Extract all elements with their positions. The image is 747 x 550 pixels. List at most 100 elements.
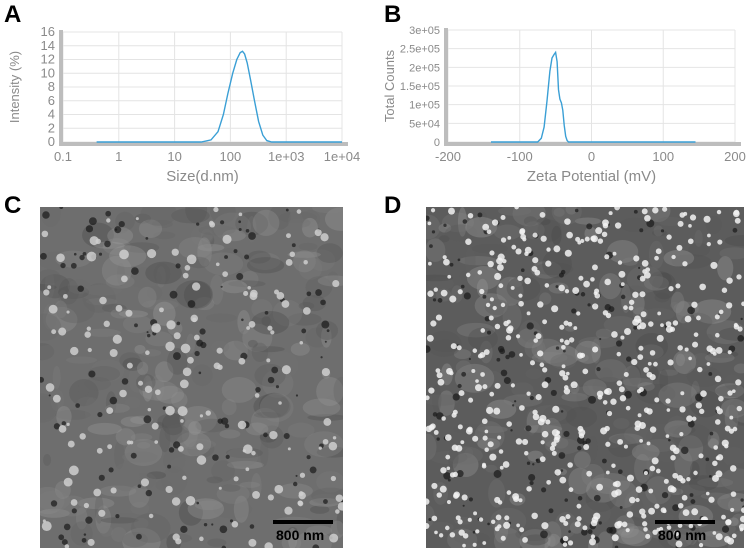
tem-particle — [458, 390, 465, 397]
tem-dark-speck — [529, 395, 535, 401]
tem-particle — [159, 307, 164, 313]
tem-particle — [151, 323, 161, 333]
tem-texture — [724, 373, 740, 390]
tem-particle — [461, 494, 468, 501]
tem-texture — [178, 236, 212, 260]
tem-particle — [278, 401, 282, 405]
tem-particle — [652, 207, 659, 214]
size-x-tick-label: 1 — [115, 149, 122, 164]
tem-texture — [155, 361, 174, 383]
tem-particle — [45, 383, 55, 392]
tem-texture — [686, 366, 722, 387]
tem-texture — [100, 517, 139, 524]
tem-dark-speck — [461, 371, 467, 377]
tem-texture — [622, 365, 641, 391]
tem-texture — [161, 466, 188, 495]
tem-texture — [486, 399, 517, 419]
size-x-tick-label: 100 — [220, 149, 242, 164]
tem-texture — [667, 415, 687, 437]
tem-dark-speck — [58, 534, 65, 541]
tem-particle — [332, 436, 337, 440]
tem-texture — [55, 495, 89, 517]
tem-texture — [122, 314, 153, 334]
tem-texture — [574, 217, 602, 225]
tem-particle — [689, 214, 697, 221]
tem-particle — [707, 233, 711, 238]
tem-dark-speck — [624, 390, 632, 399]
tem-dark-speck — [588, 395, 597, 404]
tem-particle — [641, 259, 649, 267]
tem-dark-speck — [452, 393, 460, 401]
tem-particle — [640, 311, 647, 318]
tem-dark-speck — [326, 329, 330, 333]
tem-particle — [639, 322, 647, 330]
tem-dark-speck — [203, 522, 208, 527]
tem-texture — [336, 510, 343, 535]
tem-particle — [66, 422, 70, 427]
tem-texture — [321, 393, 343, 418]
tem-particle — [628, 305, 634, 311]
tem-texture — [288, 209, 304, 236]
tem-particle — [576, 311, 581, 316]
tem-texture — [225, 447, 259, 467]
tem-particle — [714, 419, 721, 425]
tem-particle — [457, 289, 463, 295]
tem-dark-speck — [200, 341, 207, 349]
zeta-y-axis-label: Total Counts — [382, 49, 397, 122]
tem-particle — [559, 338, 564, 343]
tem-dark-speck — [323, 499, 328, 504]
tem-particle — [620, 335, 625, 340]
tem-particle — [519, 405, 525, 411]
tem-texture — [485, 464, 498, 473]
tem-texture — [180, 283, 193, 300]
tem-dark-speck — [705, 457, 710, 462]
tem-particle — [602, 310, 609, 316]
tem-particle — [119, 389, 127, 398]
tem-particle — [713, 445, 719, 450]
tem-texture — [119, 352, 141, 369]
tem-particle — [427, 290, 434, 297]
tem-texture — [287, 422, 315, 438]
tem-texture — [261, 316, 271, 326]
tem-texture — [623, 425, 653, 444]
tem-particle — [441, 416, 446, 421]
tem-particle — [724, 425, 731, 432]
tem-texture — [664, 420, 692, 438]
tem-texture — [204, 252, 244, 276]
tem-particle — [540, 235, 547, 242]
tem-texture — [233, 495, 249, 523]
tem-texture — [259, 392, 290, 418]
tem-dark-speck — [456, 470, 464, 478]
tem-dark-speck — [309, 466, 317, 474]
tem-particle — [515, 334, 521, 339]
tem-particle — [491, 219, 499, 226]
tem-texture — [458, 255, 498, 266]
tem-particle — [666, 408, 671, 412]
tem-particle — [559, 515, 566, 523]
tem-texture — [212, 212, 252, 242]
tem-texture — [90, 359, 125, 382]
tem-particle — [531, 512, 538, 520]
tem-dark-speck — [175, 263, 181, 269]
tem-dark-speck — [225, 454, 230, 459]
tem-particle — [660, 507, 667, 513]
tem-dark-speck — [606, 527, 613, 534]
tem-particle — [48, 304, 58, 314]
zeta-y-tick-label: 1.5e+05 — [400, 81, 440, 93]
tem-texture — [138, 286, 157, 308]
tem-particle — [496, 264, 504, 271]
tem-texture — [678, 435, 704, 462]
tem-particle — [522, 237, 527, 242]
tem-particle — [637, 413, 642, 418]
tem-texture — [84, 376, 111, 391]
tem-particle — [489, 250, 495, 256]
tem-particle — [70, 346, 79, 356]
tem-particle — [526, 311, 531, 316]
tem-dark-speck — [176, 321, 181, 326]
tem-particle — [605, 470, 610, 475]
tem-dark-speck — [219, 525, 228, 534]
tem-particle — [537, 301, 544, 308]
tem-dark-speck — [70, 262, 77, 269]
tem-particle — [617, 260, 623, 265]
zeta-y-tick-label: 2.5e+05 — [400, 44, 440, 56]
